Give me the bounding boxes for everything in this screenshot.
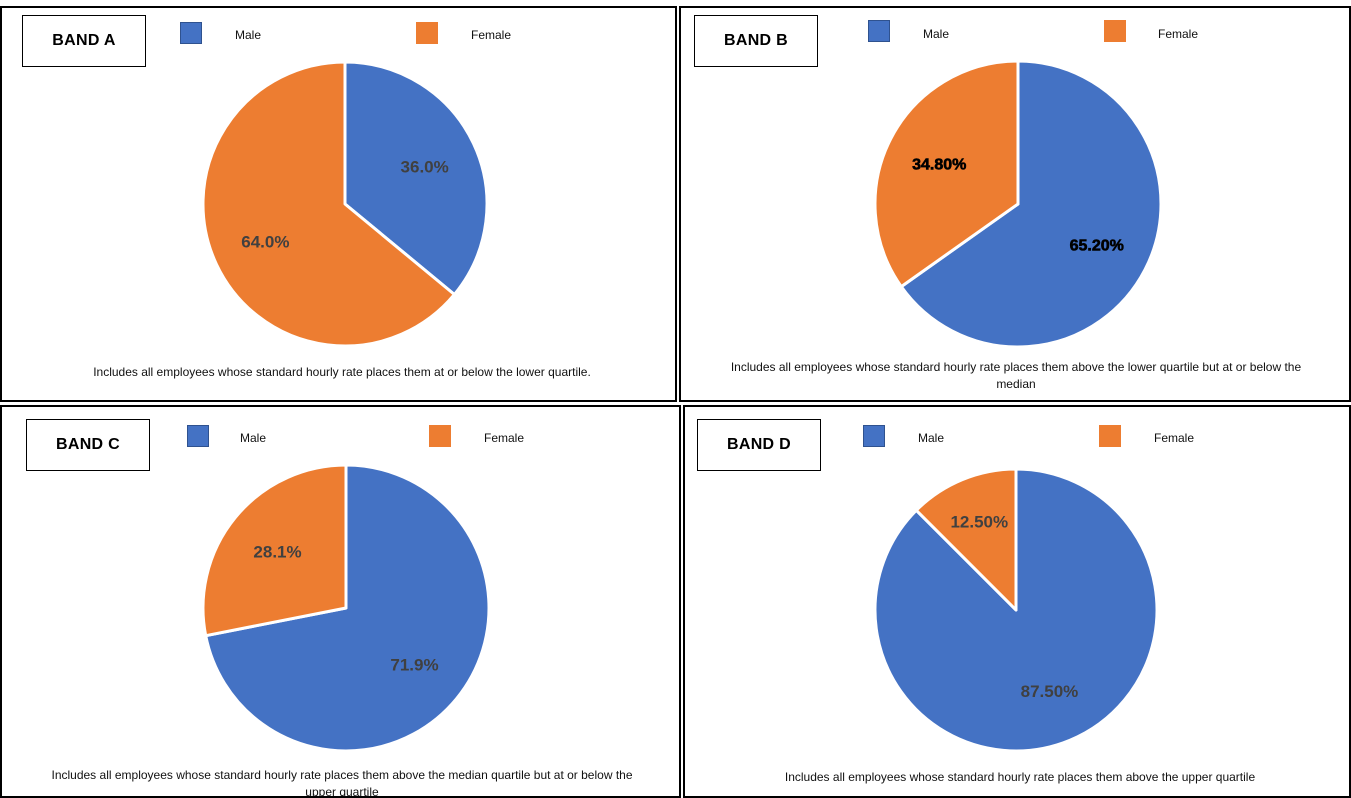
pie-chart: 65.20% 34.80%: [873, 59, 1163, 349]
pie-slice-female: [201, 60, 456, 348]
pie-chart: 36.0% 64.0%: [201, 60, 489, 348]
pie-slice-male: [343, 60, 489, 297]
chart-caption: Includes all employees whose standard ho…: [784, 770, 1256, 784]
legend-label-male: Male: [235, 28, 262, 42]
data-label-male: 87.50%: [1021, 682, 1079, 701]
chart-panel-band-d: BAND D Male Female 87.50% 12.50% Includes…: [683, 405, 1351, 798]
legend-label-male: Male: [918, 431, 945, 445]
chart-caption: Includes all employees whose standard ho…: [93, 365, 591, 379]
legend-swatch-male: [180, 22, 202, 44]
chart-panel-band-b: BAND B Male Female 65.20% 34.80% Includes…: [679, 6, 1351, 402]
data-label-male: 65.20%: [1070, 238, 1124, 255]
data-label-male: 71.9%: [390, 655, 438, 674]
chart-panel-band-a: BAND A Male Female 36.0% 64.0% Includes a…: [0, 6, 677, 402]
legend-label-female: Female: [1154, 431, 1195, 445]
chart-caption: Includes all employees whose standard ho…: [730, 360, 1302, 392]
legend-label-female: Female: [484, 431, 525, 445]
legend-swatch-female: [1104, 20, 1126, 42]
chart-caption: Includes all employees whose standard ho…: [51, 768, 633, 798]
chart-panel-band-c: BAND C Male Female 71.9% 28.1% Includes a…: [0, 405, 681, 798]
legend-swatch-male: [863, 425, 885, 447]
legend-swatch-male: [868, 20, 890, 42]
band-title: BAND C: [26, 419, 150, 471]
band-title: BAND D: [697, 419, 821, 471]
pie-slice-male: [899, 59, 1163, 349]
data-label-female: 34.80%: [912, 156, 966, 173]
data-label-female: 28.1%: [253, 543, 301, 562]
legend-swatch-male: [187, 425, 209, 447]
pie-slice-female: [914, 467, 1018, 612]
legend-swatch-female: [1099, 425, 1121, 447]
band-title: BAND B: [694, 15, 818, 67]
legend-label-male: Male: [240, 431, 267, 445]
legend-label-female: Female: [471, 28, 512, 42]
band-title: BAND A: [22, 15, 146, 67]
pie-chart: 71.9% 28.1%: [201, 463, 491, 753]
data-label-male: 36.0%: [401, 158, 449, 177]
pie-slice-female: [873, 59, 1020, 289]
legend-label-female: Female: [1158, 27, 1199, 41]
data-label-female: 64.0%: [241, 232, 289, 251]
legend-swatch-female: [429, 425, 451, 447]
pie-chart: 87.50% 12.50%: [873, 467, 1159, 753]
legend-label-male: Male: [923, 27, 950, 41]
pie-slice-female: [201, 463, 348, 638]
legend-swatch-female: [416, 22, 438, 44]
data-label-female: 12.50%: [950, 512, 1008, 531]
